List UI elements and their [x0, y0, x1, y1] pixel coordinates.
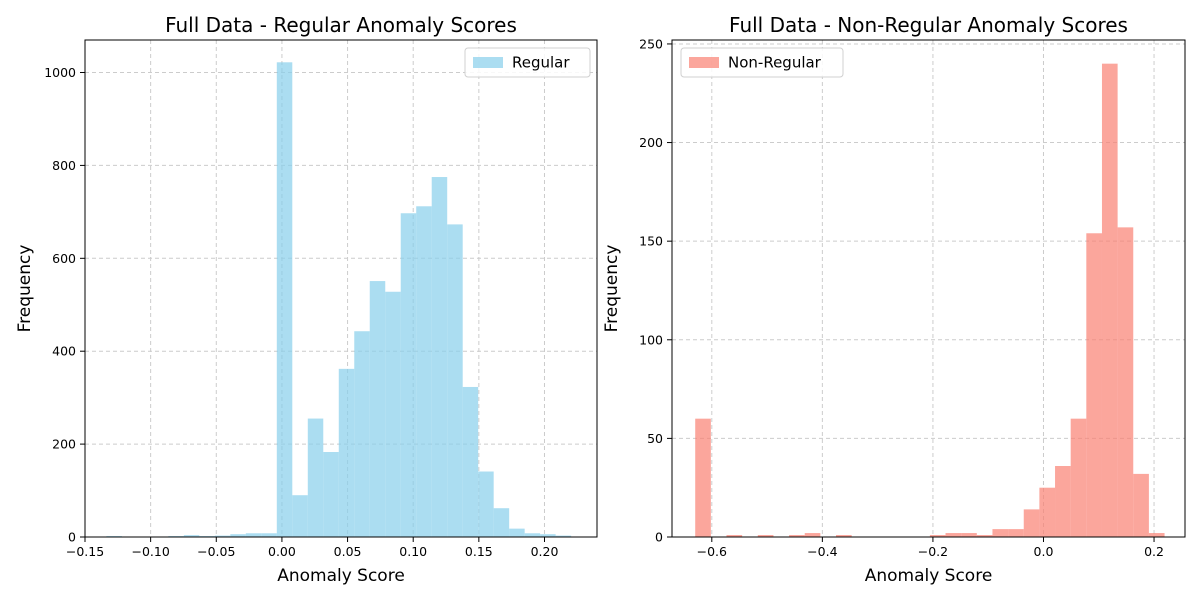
y-tick-label: 400 [52, 344, 76, 359]
histogram-bar [416, 206, 431, 537]
histogram-bar [385, 292, 400, 537]
histogram-bar [354, 331, 369, 537]
x-tick-label: 0.2 [1144, 544, 1164, 559]
chart-regular: −0.15 −0.10 −0.05 0.00 0.05 0.10 0.15 0.20 0 200 4… [15, 13, 597, 586]
x-tick-label: −0.4 [807, 544, 837, 559]
x-tick-label: −0.15 [66, 544, 104, 559]
chart-non-regular: −0.6 −0.4 −0.2 0.0 0.2 0 50 100 150 200 250 Full Da… [602, 13, 1185, 586]
x-axis-label: Anomaly Score [865, 566, 993, 586]
histogram-bar [339, 369, 354, 537]
y-axis-label: Frequency [15, 245, 35, 333]
histogram-bar [1071, 419, 1087, 537]
histogram-bar [525, 533, 540, 537]
histogram-bar [277, 62, 292, 537]
y-tick-label: 100 [639, 332, 663, 347]
x-tick-label: −0.2 [918, 544, 948, 559]
histogram-bar [1024, 509, 1040, 537]
histogram-bar [509, 529, 524, 537]
histogram-bar [1055, 466, 1071, 537]
y-tick-label: 250 [639, 36, 663, 51]
chart-title: Full Data - Non-Regular Anomaly Scores [729, 13, 1128, 37]
histogram-bar [494, 508, 509, 537]
histogram-bar [261, 533, 276, 537]
histogram-bar [370, 281, 385, 537]
legend-swatch [689, 57, 719, 68]
histogram-bar [946, 533, 962, 537]
histogram-bar [992, 529, 1008, 537]
x-tick-label: 0.15 [465, 544, 493, 559]
histogram-bar [1086, 233, 1102, 537]
x-tick-label: 0.00 [268, 544, 296, 559]
histogram-bar [1039, 488, 1055, 537]
x-tick-label: −0.05 [197, 544, 235, 559]
histogram-bar [308, 419, 323, 537]
histogram-bar [805, 533, 821, 537]
y-tick-label: 1000 [44, 65, 76, 80]
y-tick-label: 50 [647, 431, 663, 446]
histogram-bar [1133, 474, 1149, 537]
x-tick-label: 0.20 [531, 544, 559, 559]
legend-label: Non-Regular [728, 54, 822, 72]
histogram-bar [447, 224, 462, 537]
histogram-bar [1149, 533, 1165, 537]
x-tick-label: 0.05 [334, 544, 362, 559]
histogram-bar [292, 495, 307, 537]
histogram-bar [1102, 64, 1118, 537]
histogram-bar [432, 177, 447, 537]
histogram-bar [961, 533, 977, 537]
histogram-bar [478, 472, 493, 537]
y-tick-label: 200 [639, 135, 663, 150]
histogram-bar [463, 387, 478, 537]
histogram-bar [401, 213, 416, 537]
y-tick-label: 150 [639, 234, 663, 249]
legend: Regular [465, 48, 590, 77]
x-axis-label: Anomaly Score [277, 566, 405, 586]
x-tick-label: 0.0 [1034, 544, 1054, 559]
y-tick-label: 0 [68, 530, 76, 545]
y-tick-label: 200 [52, 437, 76, 452]
y-tick-label: 800 [52, 158, 76, 173]
histogram-bar [323, 452, 338, 537]
histogram-bar [695, 419, 711, 537]
y-tick-label: 0 [655, 530, 663, 545]
y-axis-label: Frequency [602, 245, 622, 333]
y-tick-label: 600 [52, 251, 76, 266]
x-tick-label: −0.6 [697, 544, 727, 559]
x-tick-label: 0.10 [399, 544, 427, 559]
x-tick-label: −0.10 [131, 544, 169, 559]
legend-swatch [473, 57, 503, 68]
legend-label: Regular [512, 54, 570, 72]
histogram-bar [246, 533, 261, 537]
legend: Non-Regular [681, 48, 843, 77]
chart-title: Full Data - Regular Anomaly Scores [165, 13, 517, 37]
histogram-bar [1118, 227, 1134, 537]
histogram-bar [1008, 529, 1024, 537]
